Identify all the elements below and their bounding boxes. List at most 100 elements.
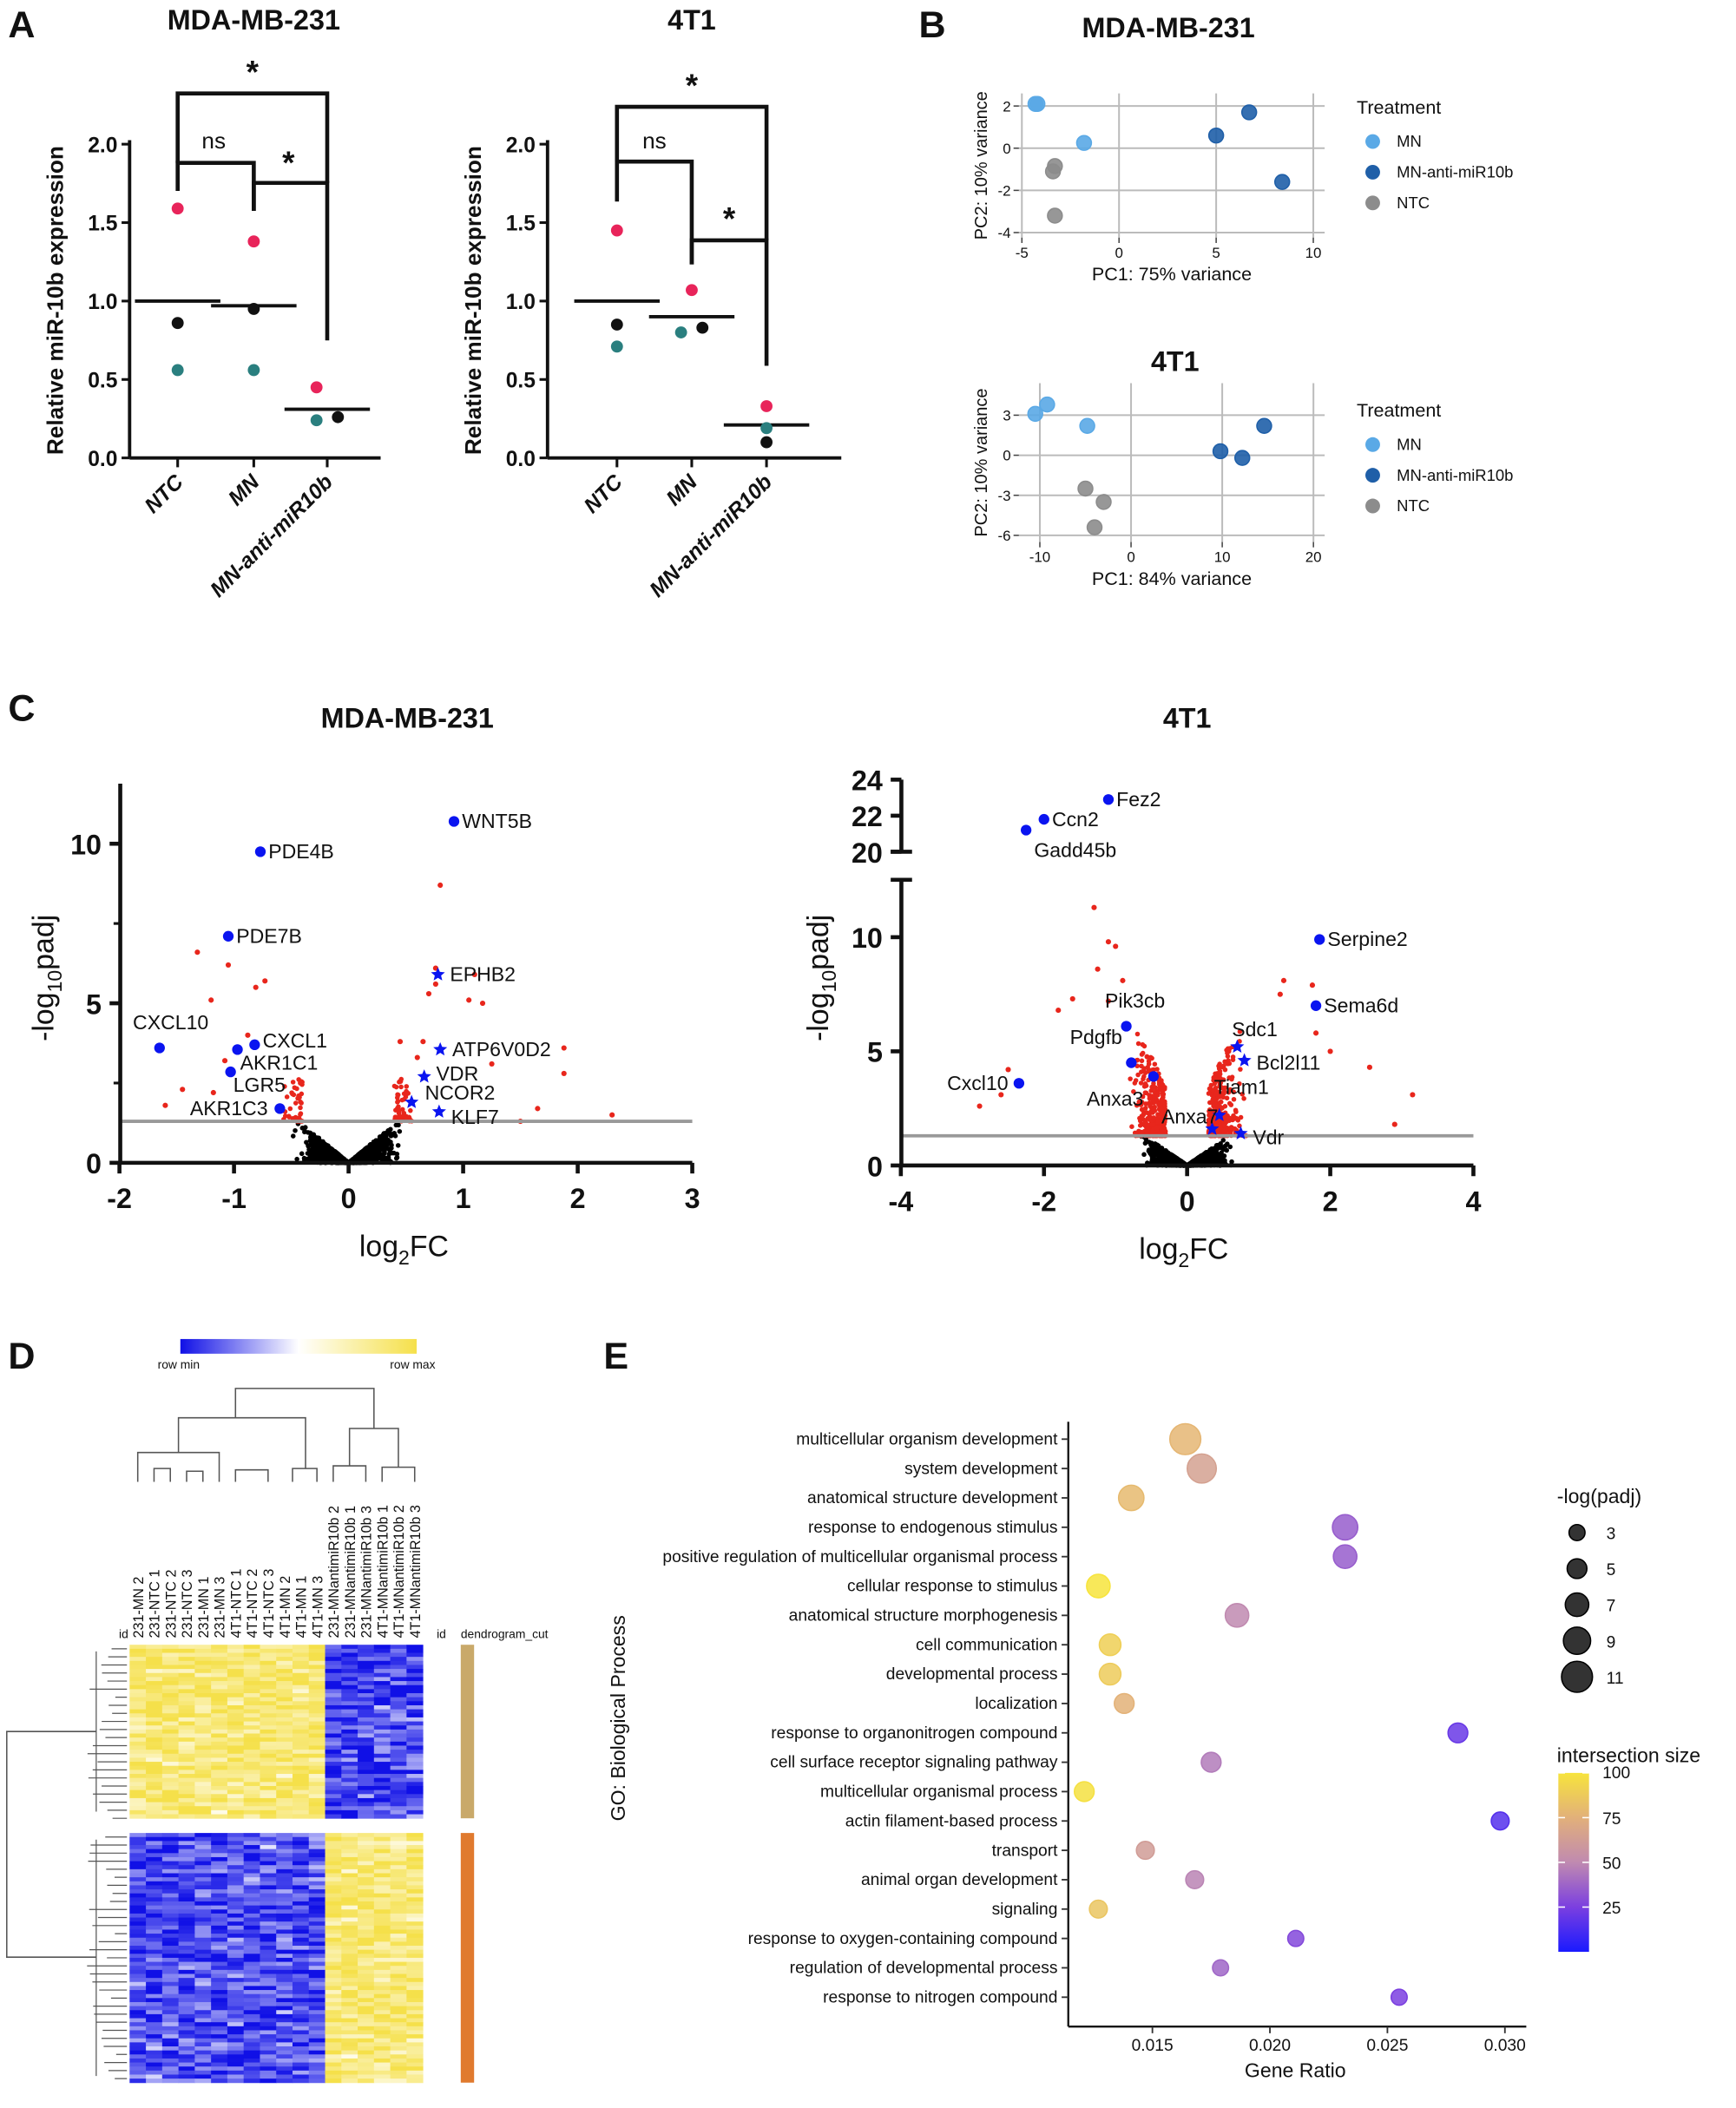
heatmap-cell (194, 1701, 212, 1706)
non-significant-point (374, 1153, 380, 1158)
heatmap-cell (194, 1681, 212, 1686)
heatmap-cell (276, 1697, 293, 1702)
y-axis-label-subscript: 10 (43, 970, 66, 993)
heatmap-cell (390, 1672, 407, 1678)
colorbar-min-label: row min (158, 1357, 200, 1371)
significant-point (1135, 1041, 1141, 1047)
heatmap-cell (341, 1697, 358, 1702)
heatmap-cell (146, 1669, 163, 1674)
heatmap-cell (211, 1681, 228, 1686)
heatmap-cell (194, 1689, 212, 1694)
non-significant-point (1141, 1152, 1147, 1158)
non-significant-point (299, 1151, 305, 1157)
highlighted-gene-point (1102, 794, 1115, 805)
heatmap-cell (260, 1657, 277, 1662)
significant-point (1410, 1092, 1416, 1098)
heatmap-cell (406, 1660, 424, 1665)
x-tick-label: -10 (1029, 549, 1050, 566)
non-significant-point (370, 1146, 375, 1151)
pca-point (1039, 396, 1055, 413)
heatmap-cell (146, 1684, 163, 1690)
y-tick-label: 3 (1003, 408, 1010, 424)
gene-label: Gadd45b (1034, 838, 1116, 861)
heatmap-cell (161, 1665, 180, 1670)
significant-point (1226, 1048, 1232, 1054)
heatmap-cell (211, 1704, 228, 1711)
significant-point (1154, 1067, 1160, 1072)
non-significant-point (304, 1139, 309, 1146)
y-tick-label: 0 (1003, 141, 1010, 157)
significant-point (1143, 1101, 1148, 1107)
pca-point (1212, 443, 1229, 460)
heatmap-cell (390, 1660, 407, 1665)
heatmap-cell (161, 1689, 180, 1694)
gene-label: ATP6V0D2 (452, 1038, 551, 1061)
significant-point (1120, 977, 1126, 983)
heatmap-cell (260, 1684, 277, 1690)
y-tick-label: 10 (852, 923, 883, 954)
significant-point (298, 1112, 303, 1117)
non-significant-point (393, 1122, 399, 1128)
significant-point (1069, 995, 1075, 1001)
heatmap-cell (260, 1704, 277, 1711)
legend-label: MN-anti-miR10b (1397, 163, 1513, 181)
y-tick-label: -3 (998, 488, 1011, 504)
significant-point (1151, 1107, 1157, 1113)
heatmap-cell (227, 1669, 245, 1674)
non-significant-point (397, 1128, 403, 1134)
heatmap-cell (178, 1669, 195, 1674)
heatmap-cell (308, 1677, 326, 1682)
x-tick-label: 10 (1214, 549, 1231, 566)
non-significant-point (381, 1139, 386, 1145)
heatmap-cell (211, 1660, 228, 1665)
replicate-point (760, 400, 773, 412)
legend-title: Treatment (1357, 97, 1441, 118)
panel-label-b: B (918, 4, 945, 46)
heatmap-cell (325, 1693, 342, 1698)
heatmap-cell (406, 1657, 424, 1662)
non-significant-point (1213, 1154, 1220, 1159)
x-tick-label: 0 (1180, 1185, 1195, 1217)
heatmap-cell (227, 1697, 245, 1702)
y-tick-label: -6 (998, 528, 1011, 544)
heatmap-cell (129, 1660, 147, 1665)
y-tick-label: 2.0 (506, 134, 536, 157)
non-significant-point (1160, 1155, 1166, 1161)
column-label: 231-MNantimiR10b 3 (359, 1506, 375, 1638)
replicate-point (686, 284, 698, 297)
heatmap-cell (308, 1689, 326, 1694)
heatmap-cell (243, 1693, 260, 1698)
heatmap-cell (292, 1693, 310, 1698)
significant-point (221, 1058, 228, 1064)
significant-point (1137, 1123, 1143, 1128)
heatmap-cell (260, 1660, 277, 1665)
x-tick-label: 0 (341, 1183, 357, 1214)
heatmap-cell (243, 1697, 260, 1702)
heatmap-cell (358, 1677, 375, 1682)
significant-point (1134, 1031, 1141, 1037)
heatmap-cell (194, 1648, 212, 1653)
non-significant-point (365, 1155, 372, 1161)
heatmap-cell (146, 1701, 163, 1706)
heatmap-cell (129, 1684, 147, 1690)
significant-point (290, 1080, 296, 1085)
column-label: 231-MN 1 (196, 1577, 212, 1638)
heatmap-cell (276, 1660, 293, 1665)
highlighted-gene-point (1038, 813, 1049, 825)
panel-label-c: C (8, 688, 35, 730)
significant-point (1226, 1058, 1231, 1063)
annotation-name-label: dendrogram_cut (461, 1627, 549, 1641)
heatmap-cell (406, 1701, 424, 1706)
highlighted-gene-point (274, 1103, 286, 1114)
heatmap-cell (341, 1645, 358, 1650)
heatmap-cell (373, 1701, 391, 1706)
heatmap-cell (308, 1693, 326, 1698)
heatmap-cell (161, 1709, 180, 1714)
heatmap-cell (146, 1677, 163, 1682)
heatmap-cell (146, 1697, 163, 1702)
heatmap-cell (406, 1652, 424, 1658)
significant-point (287, 1106, 293, 1112)
non-significant-point (293, 1127, 298, 1133)
heatmap-cell (211, 1665, 228, 1670)
